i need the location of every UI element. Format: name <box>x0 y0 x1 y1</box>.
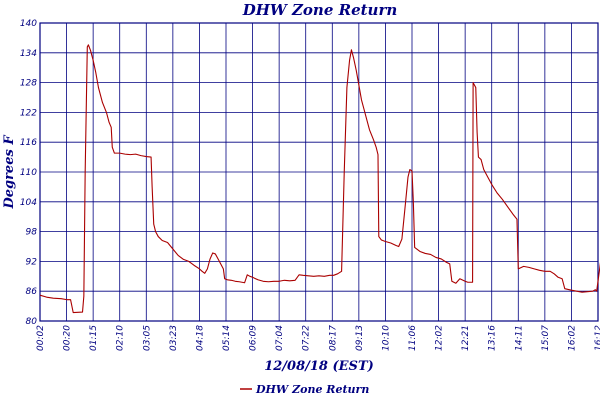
y-tick-label: 98 <box>26 228 38 238</box>
x-tick-label: 00:02 <box>36 325 46 351</box>
x-tick-label: 14:11 <box>514 325 524 351</box>
y-axis-ticks: 80 86 92 98 104 110 116 122 128 134 140 <box>20 19 37 327</box>
y-tick-label: 104 <box>20 198 37 208</box>
y-tick-label: 116 <box>20 138 37 148</box>
y-tick-label: 92 <box>26 257 38 267</box>
x-tick-label: 07:22 <box>302 325 312 351</box>
x-tick-label: 07:04 <box>275 325 285 351</box>
y-tick-label: 128 <box>20 79 37 89</box>
x-tick-label: 08:17 <box>328 325 338 351</box>
x-tick-label: 00:20 <box>63 325 73 351</box>
plot-area <box>39 22 599 322</box>
x-tick-label: 12:21 <box>461 325 471 351</box>
series-layer <box>39 44 600 314</box>
x-tick-label: 12:02 <box>435 325 445 351</box>
y-tick-label: 122 <box>20 108 37 118</box>
x-tick-label: 05:14 <box>222 325 232 351</box>
x-tick-label: 01:15 <box>89 325 99 351</box>
x-tick-label: 13:16 <box>488 325 498 351</box>
y-tick-label: 110 <box>20 168 37 178</box>
y-tick-label: 140 <box>20 19 37 29</box>
x-tick-label: 16:02 <box>567 325 577 351</box>
x-tick-label: 03:23 <box>169 325 179 351</box>
x-tick-label: 04:18 <box>195 325 205 351</box>
y-tick-label: 86 <box>26 287 38 297</box>
x-tick-label: 02:10 <box>116 325 126 351</box>
y-tick-label: 134 <box>20 49 37 59</box>
y-tick-label: 80 <box>26 317 38 327</box>
legend: DHW Zone Return <box>240 383 369 396</box>
x-axis-title: 12/08/18 (EST) <box>264 359 374 374</box>
legend-label: DHW Zone Return <box>255 383 369 396</box>
x-tick-label: 09:13 <box>355 325 365 351</box>
series-line-0 <box>39 44 600 314</box>
x-tick-label: 16:12 <box>594 325 600 351</box>
x-tick-label: 03:05 <box>142 325 152 351</box>
x-tick-label: 10:10 <box>381 325 391 351</box>
x-axis-ticks: 00:02 00:20 01:15 02:10 03:05 03:23 04:18 05:14… <box>36 325 600 351</box>
x-tick-label: 15:07 <box>541 325 551 351</box>
chart-title: DHW Zone Return <box>242 1 398 19</box>
x-tick-label: 06:09 <box>249 325 259 351</box>
y-axis-title: Degrees F <box>2 135 17 210</box>
x-tick-label: 11:06 <box>408 325 418 351</box>
